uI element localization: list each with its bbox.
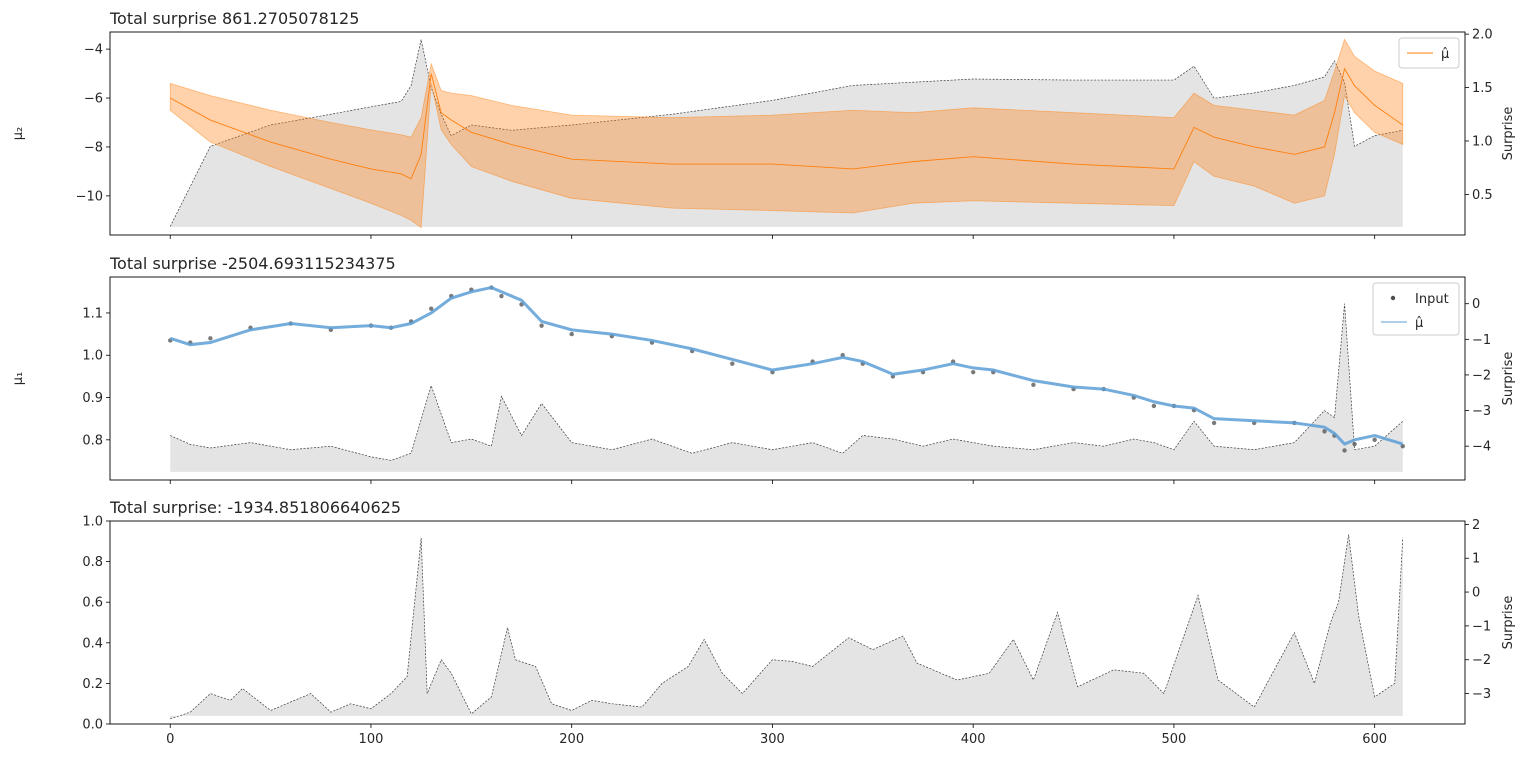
input-point: [499, 293, 504, 299]
input-point: [1372, 437, 1377, 443]
x-tick-label: 100: [359, 732, 384, 747]
legend-label: Input: [1415, 292, 1449, 307]
input-point: [569, 331, 574, 337]
surprise-area: [170, 303, 1403, 472]
y2-tick-label: −1: [1472, 333, 1491, 348]
subplot-title: Total surprise 861.2705078125: [109, 9, 359, 28]
y2-tick-label: 0.5: [1472, 188, 1493, 203]
y2-tick-label: 2.0: [1472, 28, 1493, 43]
y2-tick-label: −2: [1472, 653, 1491, 668]
legend-label: μ̂: [1441, 47, 1449, 62]
y-tick-label: 0.9: [82, 391, 103, 406]
mean-line: [169, 286, 1404, 446]
legend-label: μ̂: [1415, 316, 1423, 331]
x-tick-label: 600: [1362, 732, 1387, 747]
subplot-title: Total surprise -2504.693115234375: [109, 254, 396, 273]
y2-axis-label: Surprise: [1501, 107, 1516, 161]
y-tick-label: 0.8: [82, 555, 103, 570]
subplot-2: Total surprise -2504.693115234375 0.8 0.9 1…: [11, 254, 1516, 484]
y2-tick-label: 0: [1472, 297, 1480, 312]
confidence-band: [169, 38, 1404, 229]
input-point: [730, 361, 735, 366]
y2-tick-label: 1: [1472, 552, 1480, 567]
input-point: [1342, 448, 1347, 453]
input-point: [1151, 403, 1157, 409]
y2-tick-label: 1.5: [1472, 81, 1493, 96]
axes-frame: [109, 31, 1466, 236]
y-tick-label: 0.2: [82, 677, 103, 692]
y-tick-label: 0.8: [82, 433, 103, 448]
y-tick-label: 0.0: [82, 718, 103, 733]
input-point: [208, 336, 213, 341]
y-tick-label: 0.6: [82, 596, 103, 611]
input-point: [1211, 420, 1217, 426]
y2-axis-label: Surprise: [1501, 352, 1516, 406]
y2-axis-label: Surprise: [1501, 596, 1516, 650]
axes-frame: [109, 520, 1466, 725]
y2-tick-label: −2: [1472, 368, 1491, 383]
y2-tick-label: −3: [1472, 687, 1491, 702]
x-tick-label: 300: [760, 732, 785, 747]
y-axis-label: μ₁: [11, 372, 26, 385]
x-tick-label: 200: [559, 732, 584, 747]
input-point: [1352, 441, 1357, 447]
surprise-area: [170, 534, 1403, 719]
y-tick-label: 1.1: [82, 306, 103, 321]
subplot-title: Total surprise: -1934.851806640625: [109, 498, 401, 517]
y-tick-label: −4: [84, 43, 103, 58]
y2-tick-label: −1: [1472, 619, 1491, 634]
y-tick-label: 0.4: [82, 636, 103, 651]
y-tick-label: −6: [84, 92, 103, 107]
x-tick-label: 500: [1162, 732, 1187, 747]
mean-line: [170, 67, 1404, 180]
surprise-line: [170, 303, 1404, 461]
legend: μ̂: [1398, 37, 1460, 69]
y2-tick-label: −3: [1472, 404, 1491, 419]
input-point: [970, 369, 976, 375]
x-tick-label: 400: [961, 732, 986, 747]
y-tick-label: 1.0: [82, 349, 103, 364]
y-tick-label: −10: [76, 189, 103, 204]
surprise-line: [170, 534, 1404, 720]
x-tick-label: 0: [166, 732, 174, 747]
y-axis-label: μ₂: [11, 127, 26, 140]
input-point: [1031, 382, 1036, 388]
y2-tick-label: 2: [1472, 518, 1480, 533]
legend-marker: [1390, 295, 1396, 301]
input-point: [539, 323, 544, 328]
subplot-3: Total surprise: -1934.851806640625 0.0 0.2…: [82, 498, 1516, 747]
input-point: [1322, 429, 1327, 434]
legend: Input μ̂: [1372, 282, 1460, 336]
y-tick-label: 1.0: [82, 515, 103, 530]
input-point: [428, 306, 434, 311]
y2-tick-label: 1.0: [1472, 134, 1493, 149]
axes-frame: [109, 276, 1466, 481]
subplot-1: Total surprise 861.2705078125 −10 −8 −6 −4 0.…: [11, 9, 1516, 239]
y-tick-label: −8: [84, 140, 103, 155]
surprise-area: [170, 39, 1403, 227]
y2-tick-label: 0: [1472, 586, 1480, 601]
y2-tick-label: −4: [1472, 440, 1491, 455]
